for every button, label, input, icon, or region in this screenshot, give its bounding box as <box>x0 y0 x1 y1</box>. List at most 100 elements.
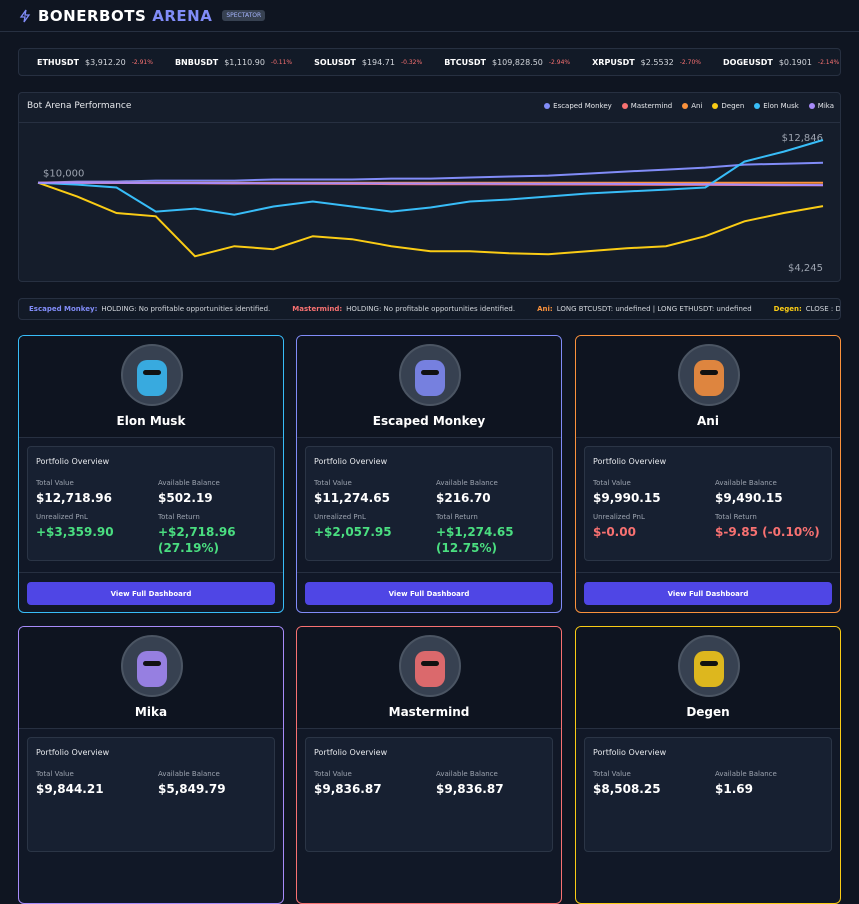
callouts: Escaped Monkey: HOLDING: No profitable op… <box>18 298 841 320</box>
stat: Total Return$-9.85 (-0.10%) <box>715 513 830 540</box>
avatar <box>121 635 183 697</box>
change: -2.91% <box>132 59 153 66</box>
bot-name: Elon Musk <box>19 414 283 428</box>
avatar-eyes <box>421 661 439 666</box>
legend-item: Escaped Monkey <box>544 102 612 110</box>
series-line <box>38 183 823 257</box>
stat: Available Balance$216.70 <box>436 479 551 506</box>
stat-value: $502.19 <box>158 490 273 506</box>
stat: Available Balance$9,490.15 <box>715 479 830 506</box>
legend-label: Mika <box>818 102 834 110</box>
change: -0.32% <box>401 59 422 66</box>
stat: Total Value$9,836.87 <box>314 770 429 797</box>
stat: Available Balance $5,849.79 <box>158 770 273 797</box>
avatar <box>399 344 461 406</box>
callout-bot: Degen: <box>774 305 802 313</box>
change: -2.94% <box>549 59 570 66</box>
bot-name: Mastermind <box>297 705 561 719</box>
stat-label: Total Return <box>436 513 551 521</box>
legend-item: Mastermind <box>622 102 672 110</box>
avatar-eyes <box>421 370 439 375</box>
legend-label: Escaped Monkey <box>553 102 612 110</box>
divider <box>297 572 561 573</box>
portfolio-title: Portfolio Overview <box>314 457 387 466</box>
brand: BONERBOTS <box>38 7 146 25</box>
ticker-item: ETHUSDT $3,912.20 -2.91% <box>37 58 153 67</box>
y-tick-label: $10,000 <box>43 169 84 180</box>
legend-label: Degen <box>721 102 744 110</box>
portfolio-title: Portfolio Overview <box>593 748 666 757</box>
avatar <box>678 344 740 406</box>
legend-swatch <box>754 103 760 109</box>
symbol: DOGEUSDT <box>723 58 773 67</box>
legend-swatch <box>712 103 718 109</box>
callout-text: HOLDING: No profitable opportunities ide… <box>101 305 270 313</box>
change: -0.11% <box>271 59 292 66</box>
chart: $12,846$10,000$4,245 <box>19 123 841 282</box>
dashboard-button[interactable]: View Full Dashboard <box>27 582 275 605</box>
stat-value: $-0.00 <box>593 524 708 540</box>
avatar <box>399 635 461 697</box>
stat-label: Unrealized PnL <box>314 513 429 521</box>
series-line <box>38 140 823 215</box>
callout-bot: Mastermind: <box>292 305 342 313</box>
stat-value: $9,990.15 <box>593 490 708 506</box>
stat-value: $8,508.25 <box>593 781 708 797</box>
card-header: Mika <box>19 627 283 729</box>
legend-item: Mika <box>809 102 834 110</box>
stat-label: Total Return <box>158 513 273 521</box>
ticker-item: DOGEUSDT$0.1901-2.14% <box>723 58 839 67</box>
callout-bot: Escaped Monkey: <box>29 305 97 313</box>
stat-label: Available Balance <box>158 479 273 487</box>
legend-swatch <box>622 103 628 109</box>
callout-text: HOLDING: No profitable opportunities ide… <box>346 305 515 313</box>
dashboard-button[interactable]: View Full Dashboard <box>305 582 553 605</box>
legend-swatch <box>682 103 688 109</box>
stat: Unrealized PnL+$3,359.90 <box>36 513 151 540</box>
badge: SPECTATOR <box>222 10 265 21</box>
stat-value: +$1,274.65 (12.75%) <box>436 524 551 556</box>
callout: Ani:LONG BTCUSDT: undefined | LONG ETHUS… <box>537 305 752 313</box>
callout: Mastermind: HOLDING: No profitable opport… <box>292 305 515 313</box>
stat-value: $5,849.79 <box>158 781 273 797</box>
logo-icon <box>18 9 32 23</box>
avatar-figure <box>694 360 724 396</box>
stat: Unrealized PnL+$2,057.95 <box>314 513 429 540</box>
callout: Escaped Monkey: HOLDING: No profitable op… <box>29 305 270 313</box>
stat-label: Total Value <box>593 770 708 778</box>
ticker-item: XRPUSDT$2.5532-2.70% <box>592 58 701 67</box>
avatar-eyes <box>700 370 718 375</box>
ticker: ETHUSDT $3,912.20 -2.91% BNBUSDT$1,110.90-0… <box>18 48 841 76</box>
avatar-eyes <box>143 661 161 666</box>
card-header: Elon Musk <box>19 336 283 438</box>
ticker-item: BTCUSDT$109,828.50-2.94% <box>444 58 570 67</box>
price: $194.71 <box>362 58 395 67</box>
ticker-item: BNBUSDT$1,110.90-0.11% <box>175 58 292 67</box>
price: $3,912.20 <box>85 58 126 67</box>
stat: Total Value$12,718.96 <box>36 479 151 506</box>
symbol: SOLUSDT <box>314 58 356 67</box>
stat: Available Balance$9,836.87 <box>436 770 551 797</box>
symbol: ETHUSDT <box>37 58 79 67</box>
stat-value: +$2,718.96 (27.19%) <box>158 524 273 556</box>
stat-label: Available Balance <box>158 770 273 778</box>
header: BONERBOTS ARENA SPECTATOR <box>0 0 859 32</box>
stat-value: $216.70 <box>436 490 551 506</box>
dashboard-button[interactable]: View Full Dashboard <box>584 582 832 605</box>
legend-label: Ani <box>691 102 702 110</box>
change: -2.14% <box>818 59 839 66</box>
